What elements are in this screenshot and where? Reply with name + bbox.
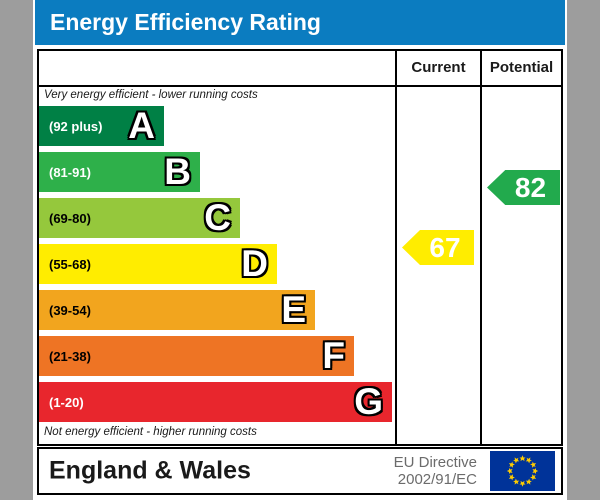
- band-f: (21-38) F: [39, 336, 354, 376]
- band-b: (81-91) B: [39, 152, 200, 192]
- eu-directive-line1: EU Directive: [393, 453, 477, 471]
- current-column-divider: [395, 51, 397, 444]
- bottom-caption: Not energy efficient - higher running co…: [44, 426, 257, 438]
- band-c-letter: C: [204, 197, 231, 238]
- band-g-range: (1-20): [49, 394, 84, 410]
- eu-directive-line2: 2002/91/EC: [397, 471, 477, 488]
- band-a-letter: A: [128, 105, 155, 146]
- band-c: (69-80) C: [39, 198, 240, 238]
- band-a-range: (92 plus): [49, 118, 103, 134]
- band-e-range: (39-54): [49, 302, 91, 318]
- top-caption: Very energy efficient - lower running co…: [44, 89, 258, 101]
- potential-column-divider: [480, 51, 482, 444]
- band-d: (55-68) D: [39, 244, 277, 284]
- potential-column-header: Potential: [489, 59, 554, 76]
- region-label: England & Wales: [49, 456, 251, 485]
- band-g-letter: G: [354, 381, 383, 422]
- header-separator: [39, 85, 561, 87]
- band-a: (92 plus) A: [39, 106, 164, 146]
- potential-rating-arrow: 82: [487, 170, 560, 205]
- band-e: (39-54) E: [39, 290, 315, 330]
- band-c-range: (69-80): [49, 210, 91, 226]
- band-f-range: (21-38): [49, 348, 91, 364]
- eu-flag-icon: [490, 451, 555, 491]
- band-d-range: (55-68): [49, 256, 91, 272]
- chart-title: Energy Efficiency Rating: [50, 9, 321, 35]
- current-rating-value: 67: [429, 232, 461, 263]
- chart-title-bar: Energy Efficiency Rating: [35, 0, 565, 45]
- band-f-letter: F: [322, 335, 345, 376]
- current-column-header: Current: [411, 59, 466, 76]
- footer-bar: England & Wales EU Directive 2002/91/EC: [37, 447, 563, 495]
- eu-directive-label: EU Directive 2002/91/EC: [394, 454, 477, 489]
- band-b-range: (81-91): [49, 164, 91, 180]
- potential-rating-value: 82: [514, 172, 547, 203]
- current-rating-arrow: 67: [402, 230, 474, 265]
- band-b-letter: B: [164, 151, 191, 192]
- band-d-letter: D: [241, 243, 268, 284]
- band-e-letter: E: [281, 289, 306, 330]
- band-g: (1-20) G: [39, 382, 392, 422]
- rating-table: Current Potential Very energy efficient …: [37, 49, 563, 446]
